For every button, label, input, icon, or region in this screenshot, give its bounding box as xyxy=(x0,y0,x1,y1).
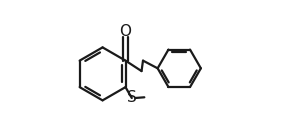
Text: O: O xyxy=(120,24,132,39)
Text: S: S xyxy=(127,91,137,105)
